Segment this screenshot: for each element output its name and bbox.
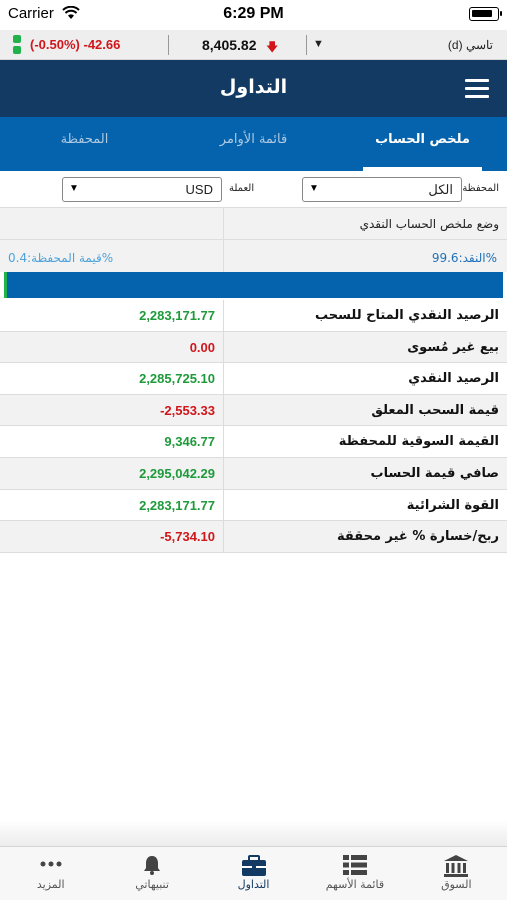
portfolio-percent: قيمة المحفظة:0.4% bbox=[8, 251, 114, 265]
tab-more-label: المزيد bbox=[36, 878, 65, 891]
tab-alerts[interactable]: تنبيهاتي bbox=[101, 847, 202, 900]
currency-filter-label: العملة bbox=[229, 183, 255, 194]
row-value: 2,283,171.77 bbox=[139, 497, 215, 513]
tab-market-label: السوق bbox=[441, 878, 472, 891]
column-divider bbox=[223, 300, 224, 331]
hamburger-menu-icon[interactable] bbox=[465, 79, 489, 98]
bank-building-icon bbox=[444, 855, 469, 877]
tab-account-summary[interactable]: ملخص الحساب bbox=[338, 117, 507, 171]
nav-bar: التداول bbox=[0, 60, 507, 117]
clock-time: 6:29 PM bbox=[223, 5, 284, 22]
tab-trading-label: التداول bbox=[237, 878, 270, 891]
row-label: قيمة السحب المعلق bbox=[371, 402, 499, 418]
column-divider bbox=[223, 426, 224, 457]
row-label: ربح/خسارة % غير محققة bbox=[336, 529, 499, 545]
row-label: القيمة السوقية للمحفظة bbox=[338, 434, 499, 450]
currency-select[interactable]: ▼ USD bbox=[62, 177, 222, 202]
table-row: القوة الشرائية 2,283,171.77 bbox=[0, 489, 507, 522]
more-dots-icon bbox=[40, 861, 62, 867]
table-row: ربح/خسارة % غير محققة -5,734.10 bbox=[0, 521, 507, 553]
page-title: التداول bbox=[219, 76, 288, 98]
allocation-percent-row: النقد:99.6% قيمة المحفظة:0.4% bbox=[0, 240, 507, 272]
row-label: بيع غير مُسوى bbox=[407, 339, 499, 355]
cash-percent: النقد:99.6% bbox=[431, 251, 497, 265]
allocation-bar bbox=[4, 272, 503, 298]
tab-watchlist-label: قائمة الأسهم bbox=[325, 878, 385, 891]
row-label: صافي قيمة الحساب bbox=[370, 465, 499, 481]
battery-icon bbox=[469, 7, 502, 21]
bottom-tab-bar: المزيد تنبيهاتي التداول قائمة الأسهم bbox=[0, 846, 507, 900]
tab-portfolio[interactable]: المحفظة bbox=[60, 132, 109, 147]
ticker-index-value: 8,405.82 bbox=[202, 37, 257, 53]
row-value: 2,295,042.29 bbox=[139, 465, 215, 481]
ticker-change: (-0.50%) -42.66 bbox=[30, 37, 120, 52]
row-label: الرصيد النقدي bbox=[408, 371, 499, 387]
bell-icon bbox=[144, 856, 161, 875]
row-value: 9,346.77 bbox=[164, 434, 215, 450]
down-arrow-icon: 🡇 bbox=[266, 40, 279, 54]
portfolio-share-bar bbox=[4, 272, 7, 298]
row-label: الرصيد النقدي المتاح للسحب bbox=[315, 308, 499, 323]
cash-summary-title: وضع ملخص الحساب النقدي bbox=[359, 217, 499, 231]
filter-row: المحفظة ▼ الكل العملة ▼ USD bbox=[0, 171, 507, 208]
tab-watchlist[interactable]: قائمة الأسهم bbox=[304, 847, 405, 900]
table-row: الرصيد النقدي 2,285,725.10 bbox=[0, 363, 507, 395]
tab-market[interactable]: السوق bbox=[406, 847, 507, 900]
status-bar: Carrier 6:29 PM bbox=[0, 0, 507, 30]
list-grid-icon bbox=[342, 855, 367, 875]
column-divider bbox=[223, 521, 224, 552]
table-row: بيع غير مُسوى 0.00 bbox=[0, 331, 507, 364]
row-value: 2,283,171.77 bbox=[139, 308, 215, 323]
column-divider bbox=[223, 457, 224, 489]
tab-alerts-label: تنبيهاتي bbox=[135, 878, 169, 891]
briefcase-icon bbox=[241, 855, 266, 876]
row-value: -5,734.10 bbox=[160, 529, 215, 545]
row-label: القوة الشرائية bbox=[406, 497, 499, 513]
column-divider bbox=[223, 331, 224, 363]
market-status-light-icon bbox=[13, 35, 21, 55]
ticker-divider bbox=[306, 35, 307, 55]
market-dropdown-icon[interactable]: ▼ bbox=[313, 38, 324, 50]
tab-more[interactable]: المزيد bbox=[0, 847, 101, 900]
portfolio-select[interactable]: ▼ الكل bbox=[302, 177, 462, 202]
ticker-divider bbox=[168, 35, 169, 55]
row-value: 2,285,725.10 bbox=[139, 371, 215, 387]
table-row: الرصيد النقدي المتاح للسحب 2,283,171.77 bbox=[0, 300, 507, 332]
portfolio-filter-label: المحفظة bbox=[462, 183, 499, 194]
portfolio-select-value: الكل bbox=[428, 182, 453, 197]
chevron-down-icon: ▼ bbox=[309, 183, 319, 194]
column-divider bbox=[223, 363, 224, 394]
cash-summary-header: وضع ملخص الحساب النقدي bbox=[0, 208, 507, 240]
tab-trading[interactable]: التداول bbox=[203, 847, 304, 900]
chevron-down-icon: ▼ bbox=[69, 183, 79, 194]
column-divider bbox=[223, 489, 224, 521]
carrier-name: Carrier bbox=[8, 5, 54, 22]
currency-select-value: USD bbox=[185, 182, 213, 197]
market-name[interactable]: تاسي (d) bbox=[447, 38, 493, 52]
row-value: -2,553.33 bbox=[160, 402, 215, 418]
column-divider bbox=[223, 394, 224, 426]
ticker-change-percent: (-0.50%) bbox=[30, 37, 80, 52]
row-value: 0.00 bbox=[189, 339, 215, 355]
table-row: صافي قيمة الحساب 2,295,042.29 bbox=[0, 457, 507, 490]
wifi-icon bbox=[62, 6, 80, 19]
tab-order-list[interactable]: قائمة الأوامر bbox=[219, 132, 288, 147]
market-ticker[interactable]: (-0.50%) -42.66 8,405.82 🡇 ▼ تاسي (d) bbox=[0, 30, 507, 60]
account-summary-table: الرصيد النقدي المتاح للسحب 2,283,171.77 بي… bbox=[0, 300, 507, 553]
tabbar-shadow bbox=[0, 820, 507, 846]
trading-tabs: المحفظة قائمة الأوامر ملخص الحساب bbox=[0, 117, 507, 171]
ticker-change-value: -42.66 bbox=[83, 37, 121, 52]
table-row: قيمة السحب المعلق -2,553.33 bbox=[0, 394, 507, 427]
table-row: القيمة السوقية للمحفظة 9,346.77 bbox=[0, 426, 507, 458]
